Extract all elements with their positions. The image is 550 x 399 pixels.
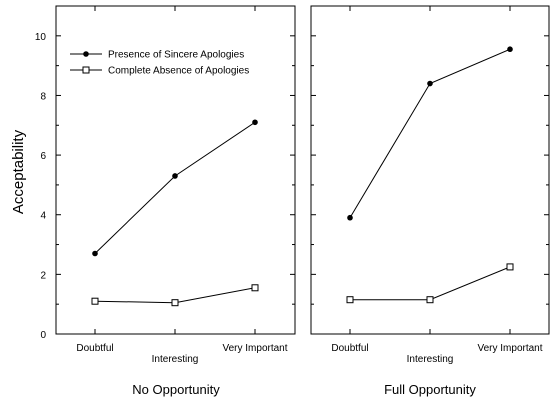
data-point-filled <box>92 250 98 257</box>
panel-title: No Opportunity <box>132 382 220 397</box>
y-tick-label: 2 <box>40 270 46 281</box>
panel-2: Doubtful Interesting Very Important Full Op… <box>310 5 550 397</box>
data-point-filled <box>507 46 513 53</box>
legend-marker-filled <box>83 51 89 57</box>
data-point-filled <box>172 173 178 179</box>
data-point-open <box>506 263 514 271</box>
series-line <box>349 48 511 218</box>
x-tick-label: Interesting <box>407 354 454 365</box>
data-point-open <box>426 296 434 304</box>
panel-1: 0 2 4 6 8 10 Doubtful Interesting Very Important… <box>35 5 296 397</box>
y-axis-label: Acceptability <box>10 129 27 214</box>
series-line <box>350 266 511 301</box>
data-point-open <box>171 299 179 307</box>
y-tick-label: 0 <box>40 330 46 341</box>
x-tick-label: Very Important <box>222 343 287 354</box>
legend-marker-open <box>82 66 90 74</box>
panel-title: Full Opportunity <box>384 382 476 397</box>
data-point-filled <box>252 119 258 126</box>
data-point-open <box>91 297 99 305</box>
legend: Presence of Sincere Apologies Complete Ab… <box>70 50 249 77</box>
legend-label: Complete Absence of Apologies <box>108 66 249 77</box>
plot-frame <box>310 5 550 335</box>
panels-layer: 0 2 4 6 8 10 Doubtful Interesting Very Important… <box>35 5 550 397</box>
x-tick-label: Doubtful <box>76 343 113 354</box>
y-tick-label: 8 <box>40 91 46 102</box>
legend-label: Presence of Sincere Apologies <box>108 50 244 61</box>
data-point-filled <box>427 80 433 87</box>
data-point-open <box>346 296 354 304</box>
series-line <box>94 121 256 254</box>
data-point-open <box>251 284 259 292</box>
x-tick-label: Very Important <box>477 343 542 354</box>
x-tick-label: Doubtful <box>331 343 368 354</box>
y-tick-label: 10 <box>35 32 47 43</box>
data-point-filled <box>347 214 353 221</box>
y-tick-label: 4 <box>40 211 46 222</box>
y-tick-label: 6 <box>40 151 46 162</box>
x-tick-label: Interesting <box>152 354 199 365</box>
